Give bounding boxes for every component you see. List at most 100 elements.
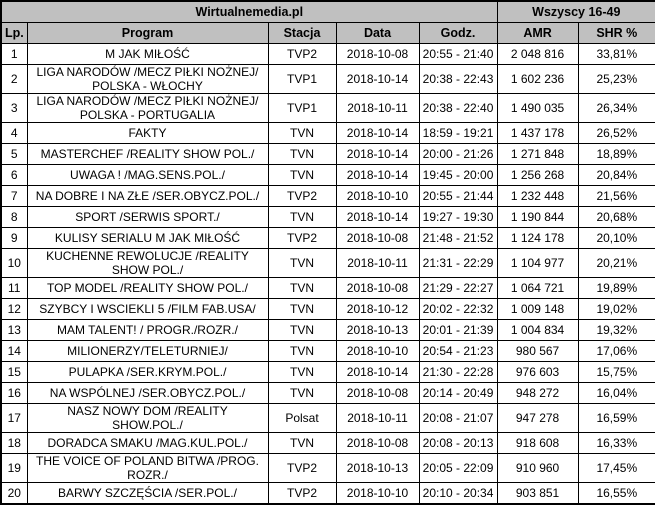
column-header-row: Lp. Program Stacja Data Godz. AMR SHR %	[0, 22, 655, 44]
cell-stacja: TVP2	[267, 185, 337, 207]
table-row: 18 DORADCA SMAKU /MAG.KUL.POL./ TVN 2018…	[0, 432, 655, 454]
cell-stacja: TVN	[267, 319, 337, 341]
cell-data: 2018-10-08	[335, 432, 420, 454]
cell-data: 2018-10-11	[335, 93, 420, 123]
column-header-shr: SHR %	[577, 22, 655, 44]
table-row: 17 NASZ NOWY DOM /REALITY SHOW.POL./ Pol…	[0, 403, 655, 433]
cell-amr: 1 124 178	[496, 227, 579, 249]
cell-amr: 980 567	[496, 340, 579, 362]
cell-shr: 17,45%	[577, 453, 655, 483]
cell-lp: 15	[0, 361, 28, 383]
cell-lp: 4	[0, 122, 28, 144]
cell-amr: 976 603	[496, 361, 579, 383]
cell-godz: 21:29 - 22:27	[418, 277, 498, 299]
cell-shr: 16,33%	[577, 432, 655, 454]
cell-data: 2018-10-14	[335, 143, 420, 165]
cell-shr: 20,84%	[577, 164, 655, 186]
cell-amr: 1 490 035	[496, 93, 579, 123]
cell-lp: 13	[0, 319, 28, 341]
cell-stacja: TVP2	[267, 453, 337, 483]
cell-amr: 1 104 977	[496, 248, 579, 278]
cell-stacja: TVP1	[267, 93, 337, 123]
table-row: 13 MAM TALENT! / PROGR./ROZR./ TVN 2018-…	[0, 319, 655, 341]
cell-data: 2018-10-14	[335, 122, 420, 144]
cell-lp: 12	[0, 298, 28, 320]
cell-stacja: TVN	[267, 432, 337, 454]
table-row: 11 TOP MODEL /REALITY SHOW POL./ TVN 201…	[0, 277, 655, 299]
cell-shr: 16,55%	[577, 482, 655, 504]
cell-amr: 948 272	[496, 382, 579, 404]
cell-amr: 1 271 848	[496, 143, 579, 165]
cell-program: FAKTY	[26, 122, 269, 144]
cell-program: BARWY SZCZĘŚCIA /SER.POL./	[26, 482, 269, 504]
cell-amr: 1 004 834	[496, 319, 579, 341]
cell-lp: 2	[0, 64, 28, 94]
cell-lp: 20	[0, 482, 28, 504]
cell-stacja: TVN	[267, 206, 337, 228]
cell-data: 2018-10-14	[335, 206, 420, 228]
cell-data: 2018-10-08	[335, 382, 420, 404]
cell-stacja: TVN	[267, 277, 337, 299]
cell-shr: 16,59%	[577, 403, 655, 433]
cell-program: THE VOICE OF POLAND BITWA /PROG. ROZR./	[26, 453, 269, 483]
cell-amr: 1 437 178	[496, 122, 579, 144]
cell-godz: 20:01 - 21:39	[418, 319, 498, 341]
audience-group-label: Wszyscy 16-49	[496, 0, 655, 23]
cell-godz: 21:30 - 22:28	[418, 361, 498, 383]
cell-amr: 2 048 816	[496, 43, 579, 65]
cell-program: MILIONERZY/TELETURNIEJ/	[26, 340, 269, 362]
table-header: Wirtualnemedia.pl Wszyscy 16-49 Lp. Prog…	[0, 0, 655, 44]
cell-shr: 20,68%	[577, 206, 655, 228]
column-header-stacja: Stacja	[267, 22, 337, 44]
cell-amr: 1 602 236	[496, 64, 579, 94]
cell-shr: 20,21%	[577, 248, 655, 278]
cell-godz: 20:08 - 21:07	[418, 403, 498, 433]
table-row: 8 SPORT /SERWIS SPORT./ TVN 2018-10-14 1…	[0, 206, 655, 228]
column-header-program: Program	[26, 22, 269, 44]
cell-stacja: TVN	[267, 382, 337, 404]
cell-shr: 19,02%	[577, 298, 655, 320]
cell-stacja: TVN	[267, 361, 337, 383]
cell-godz: 20:54 - 21:23	[418, 340, 498, 362]
cell-shr: 26,34%	[577, 93, 655, 123]
cell-stacja: TVN	[267, 122, 337, 144]
cell-program: MAM TALENT! / PROGR./ROZR./	[26, 319, 269, 341]
cell-data: 2018-10-14	[335, 64, 420, 94]
table-row: 5 MASTERCHEF /REALITY SHOW POL./ TVN 201…	[0, 143, 655, 165]
cell-shr: 26,52%	[577, 122, 655, 144]
table-row: 19 THE VOICE OF POLAND BITWA /PROG. ROZR…	[0, 453, 655, 483]
cell-stacja: Polsat	[267, 403, 337, 433]
cell-lp: 14	[0, 340, 28, 362]
cell-shr: 19,89%	[577, 277, 655, 299]
cell-program: PULAPKA /SER.KRYM.POL./	[26, 361, 269, 383]
cell-lp: 1	[0, 43, 28, 65]
cell-amr: 1 256 268	[496, 164, 579, 186]
table-row: 15 PULAPKA /SER.KRYM.POL./ TVN 2018-10-1…	[0, 361, 655, 383]
cell-data: 2018-10-11	[335, 403, 420, 433]
cell-data: 2018-10-08	[335, 227, 420, 249]
cell-data: 2018-10-08	[335, 277, 420, 299]
cell-program: KUCHENNE REWOLUCJE /REALITY SHOW POL./	[26, 248, 269, 278]
table-row: 9 KULISY SERIALU M JAK MIŁOŚĆ TVP2 2018-…	[0, 227, 655, 249]
cell-lp: 16	[0, 382, 28, 404]
table-body: 1 M JAK MIŁOŚĆ TVP2 2018-10-08 20:55 - 2…	[0, 43, 655, 504]
cell-program: LIGA NARODÓW /MECZ PIŁKI NOŻNEJ/ POLSKA …	[26, 93, 269, 123]
cell-data: 2018-10-08	[335, 43, 420, 65]
table-row: 16 NA WSPÓLNEJ /SER.OBYCZ.POL./ TVN 2018…	[0, 382, 655, 404]
table-row: 1 M JAK MIŁOŚĆ TVP2 2018-10-08 20:55 - 2…	[0, 43, 655, 65]
cell-lp: 11	[0, 277, 28, 299]
cell-stacja: TVN	[267, 248, 337, 278]
cell-stacja: TVP1	[267, 64, 337, 94]
cell-amr: 918 608	[496, 432, 579, 454]
cell-data: 2018-10-11	[335, 248, 420, 278]
cell-stacja: TVP2	[267, 227, 337, 249]
table-row: 10 KUCHENNE REWOLUCJE /REALITY SHOW POL.…	[0, 248, 655, 278]
cell-godz: 20:55 - 21:40	[418, 43, 498, 65]
cell-lp: 5	[0, 143, 28, 165]
cell-godz: 20:05 - 22:09	[418, 453, 498, 483]
cell-stacja: TVN	[267, 298, 337, 320]
cell-shr: 18,89%	[577, 143, 655, 165]
cell-program: SPORT /SERWIS SPORT./	[26, 206, 269, 228]
cell-godz: 20:38 - 22:40	[418, 93, 498, 123]
